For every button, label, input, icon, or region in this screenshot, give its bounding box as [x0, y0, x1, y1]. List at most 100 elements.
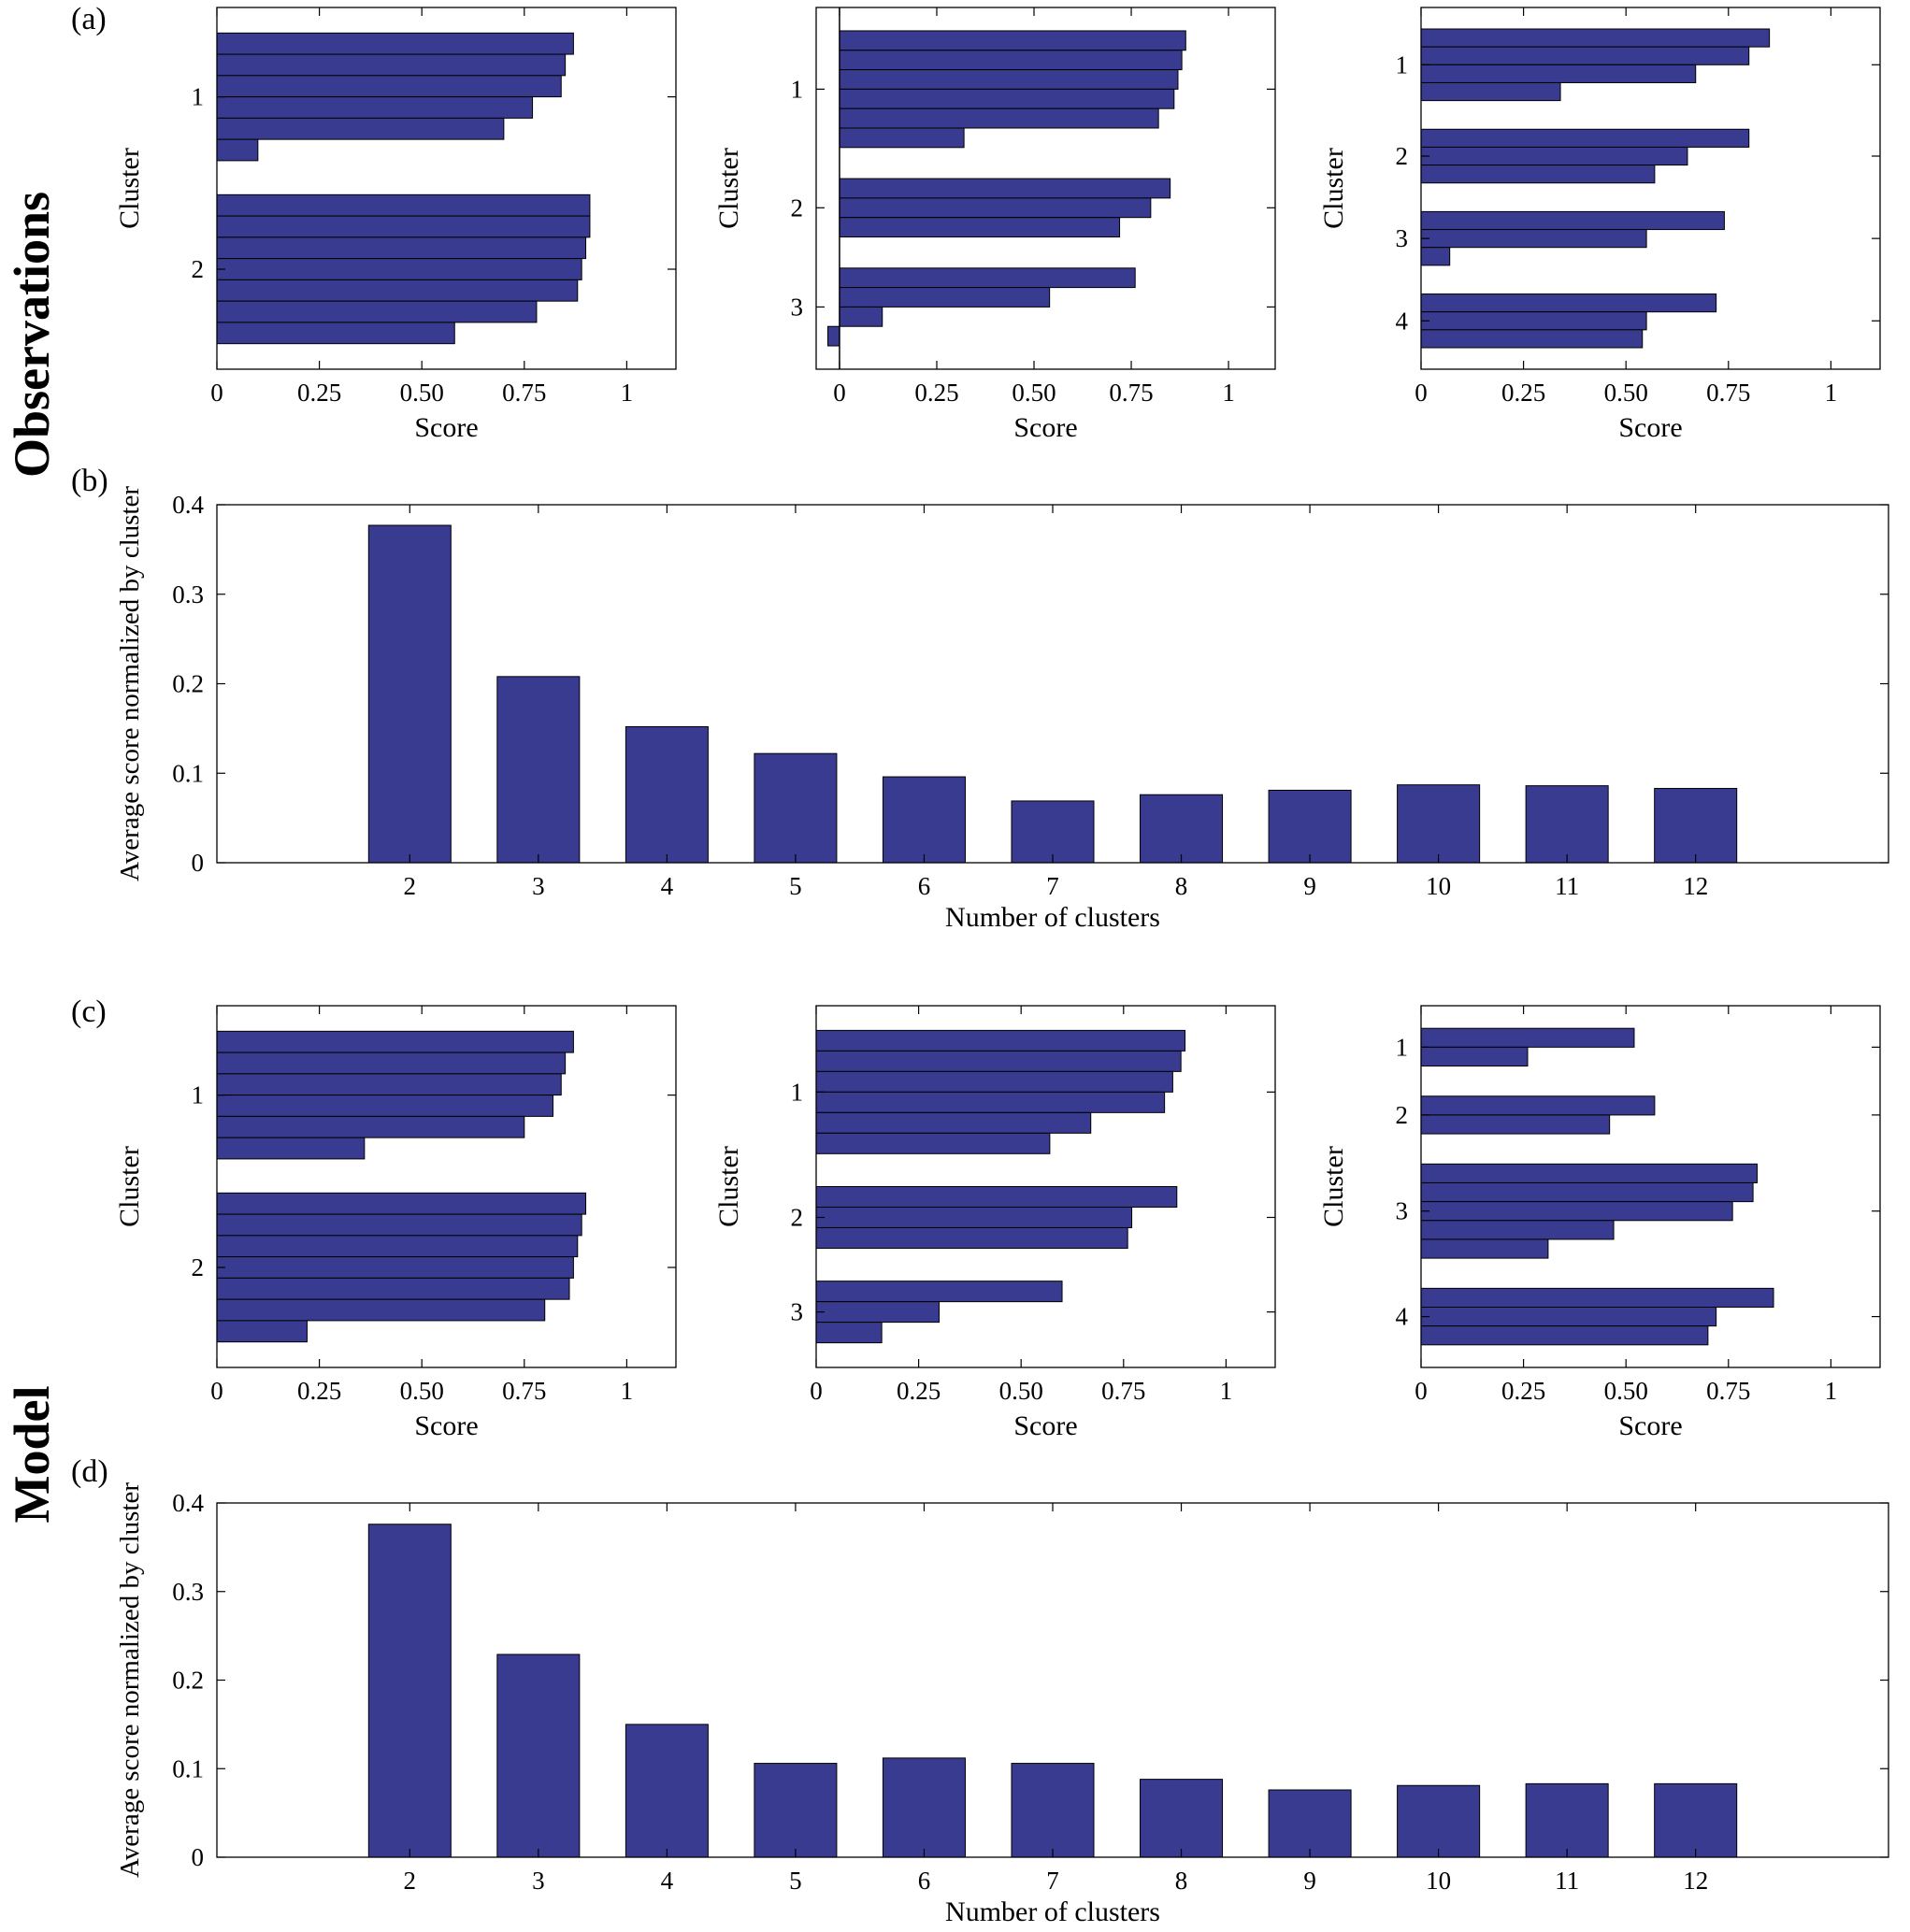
silhouette-bar	[216, 32, 574, 55]
x-tick-label: 0.50	[400, 379, 444, 407]
y-axis-label: Cluster	[114, 148, 145, 229]
bar	[1397, 1784, 1481, 1858]
x-tick-label: 11	[1555, 872, 1579, 900]
silhouette-bar	[1420, 293, 1717, 313]
axes-box	[216, 7, 677, 370]
silhouette-bar	[1420, 1046, 1529, 1066]
chart-model-silhouette-3: 0 0.25 0.50 0.75 1 1 2 3 Score Cluster	[697, 998, 1302, 1447]
y-tick-label: 0.2	[172, 1667, 204, 1695]
bar	[1525, 785, 1609, 864]
bar	[1011, 1763, 1095, 1858]
y-tick-label: 0.1	[172, 1754, 204, 1782]
silhouette-bar	[1420, 146, 1688, 166]
x-tick-label: 0.75	[1706, 379, 1750, 407]
chart-svg: 0 0.25 0.50 0.75 1 1 2 Score Cluster	[114, 7, 677, 443]
silhouette-bar	[216, 1298, 546, 1322]
x-tick-label: 6	[918, 1867, 931, 1895]
x-tick-label: 0	[1415, 1377, 1428, 1405]
bar	[625, 1724, 709, 1858]
x-axis-label: Score	[1618, 1410, 1682, 1441]
x-tick-label: 1	[1825, 379, 1838, 407]
y-tick-label: 0.3	[172, 580, 204, 608]
silhouette-bar	[216, 138, 259, 162]
x-tick-label: 9	[1303, 872, 1316, 900]
bar	[367, 524, 452, 864]
x-tick-label: 8	[1175, 1867, 1188, 1895]
silhouette-bar	[216, 1115, 525, 1138]
y-tick-label: 2	[1396, 1101, 1409, 1129]
x-axis-label: Score	[1013, 1410, 1077, 1441]
y-tick-label: 3	[1396, 1197, 1409, 1225]
x-tick-label: 0.25	[1501, 1377, 1545, 1405]
silhouette-bar	[216, 1213, 582, 1237]
x-tick-label: 0.50	[1604, 379, 1648, 407]
silhouette-bar	[815, 1281, 1063, 1303]
silhouette-bar	[815, 1070, 1173, 1093]
silhouette-bar	[216, 279, 579, 302]
silhouette-bar	[839, 88, 1175, 109]
silhouette-bar	[216, 117, 505, 140]
axes-box	[815, 1005, 1276, 1368]
silhouette-bar	[1420, 1238, 1549, 1259]
x-tick-label: 0.50	[999, 1377, 1043, 1405]
silhouette-bar	[216, 53, 567, 77]
chart-model-silhouette-2: 0 0.25 0.50 0.75 1 1 2 Score Cluster	[97, 998, 703, 1447]
x-tick-label: 4	[661, 1867, 674, 1895]
silhouette-bar	[216, 300, 538, 323]
silhouette-bar	[1420, 28, 1771, 48]
chart-observations-silhouette-2: 0 0.25 0.50 0.75 1 1 2 Score Cluster	[97, 0, 703, 449]
x-tick-label: 2	[404, 1867, 417, 1895]
silhouette-bar	[839, 306, 883, 327]
x-tick-label: 0	[833, 379, 846, 407]
silhouette-bar	[815, 1322, 883, 1344]
x-axis-label: Score	[1013, 412, 1077, 443]
y-tick-label: 0.1	[172, 759, 204, 787]
chart-svg: 0 0.1 0.2 0.3 0.4 2 3 4 5 6 7 8 9 10 11 12 Number of clu…	[115, 486, 1889, 933]
silhouette-bar	[815, 1050, 1182, 1072]
x-tick-label: 0.75	[502, 379, 546, 407]
silhouette-bar	[1420, 64, 1697, 83]
bar	[1140, 794, 1224, 864]
x-tick-label: 7	[1046, 1867, 1059, 1895]
y-tick-label: 2	[192, 255, 205, 283]
silhouette-bar	[1420, 1325, 1709, 1346]
x-tick-label: 5	[789, 1867, 802, 1895]
x-tick-label: 6	[918, 872, 931, 900]
x-axis-label: Score	[414, 412, 478, 443]
x-tick-label: 3	[532, 1867, 545, 1895]
bar	[882, 776, 966, 864]
y-tick-label: 2	[791, 193, 804, 222]
silhouette-bar	[839, 197, 1152, 219]
silhouette-bar	[839, 30, 1186, 51]
y-tick-label: 2	[791, 1203, 804, 1231]
axes-box	[1420, 1005, 1881, 1368]
bar	[496, 1653, 581, 1858]
x-tick-label: 1	[621, 1377, 634, 1405]
silhouette-bar	[216, 1137, 366, 1160]
bar	[1268, 1789, 1352, 1858]
x-tick-label: 0.50	[1012, 379, 1056, 407]
y-tick-label: 0	[192, 849, 205, 877]
silhouette-bar	[216, 1030, 574, 1053]
silhouette-bar	[826, 325, 840, 347]
x-tick-label: 10	[1426, 872, 1451, 900]
silhouette-bar	[216, 1073, 562, 1096]
y-tick-label: 0.4	[172, 491, 204, 519]
silhouette-bar	[1420, 128, 1750, 148]
x-tick-label: 0.50	[400, 1377, 444, 1405]
silhouette-bar	[815, 1301, 941, 1324]
x-axis-label: Number of clusters	[945, 1896, 1160, 1927]
x-axis-label: Score	[414, 1410, 478, 1441]
x-tick-label: 0.75	[1706, 1377, 1750, 1405]
y-tick-label: 0.2	[172, 670, 204, 698]
silhouette-bar	[1420, 329, 1644, 349]
x-tick-label: 0.75	[502, 1377, 546, 1405]
x-tick-label: 11	[1555, 1867, 1579, 1895]
y-tick-label: 1	[791, 1078, 804, 1106]
silhouette-bar	[216, 75, 562, 98]
silhouette-bar	[815, 1226, 1128, 1249]
silhouette-bar	[1420, 1095, 1656, 1116]
x-tick-label: 1	[1220, 1377, 1233, 1405]
bar	[367, 1524, 452, 1858]
y-tick-label: 1	[192, 83, 205, 111]
